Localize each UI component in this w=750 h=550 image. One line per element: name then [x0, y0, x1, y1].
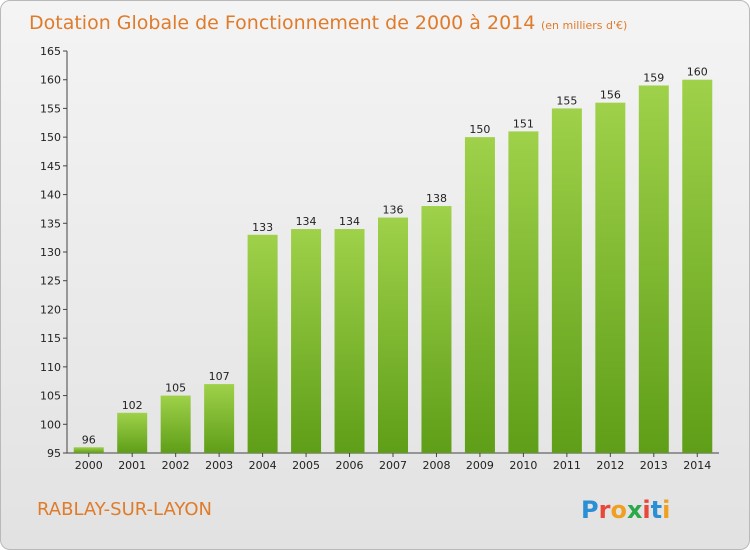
- data-label: 160: [687, 66, 708, 79]
- bar: [73, 447, 104, 453]
- data-label: 138: [426, 192, 447, 205]
- bar: [595, 102, 626, 453]
- data-label: 134: [296, 215, 317, 228]
- bar: [421, 206, 452, 453]
- x-tick-label: 2005: [292, 459, 320, 472]
- data-label: 107: [209, 370, 230, 383]
- chart-title: Dotation Globale de Fonctionnement de 20…: [29, 12, 535, 34]
- bar: [204, 384, 235, 453]
- x-tick-label: 2008: [422, 459, 450, 472]
- data-label: 134: [339, 215, 360, 228]
- y-tick-label: 155: [40, 102, 61, 115]
- x-tick-label: 2003: [205, 459, 233, 472]
- data-label: 155: [556, 94, 577, 107]
- y-tick-label: 110: [40, 361, 61, 374]
- data-label: 151: [513, 117, 534, 130]
- y-tick-label: 135: [40, 217, 61, 230]
- y-tick-label: 105: [40, 390, 61, 403]
- x-tick-label: 2011: [553, 459, 581, 472]
- x-tick-label: 2013: [640, 459, 668, 472]
- y-tick-label: 150: [40, 131, 61, 144]
- x-tick-label: 2000: [75, 459, 103, 472]
- bar: [291, 229, 322, 453]
- x-tick-label: 2007: [379, 459, 407, 472]
- y-tick-label: 160: [40, 74, 61, 87]
- bar: [334, 229, 365, 453]
- data-label: 159: [643, 71, 664, 84]
- commune-name: RABLAY-SUR-LAYON: [37, 499, 212, 520]
- logo-letter: x: [627, 496, 643, 524]
- y-tick-label: 145: [40, 160, 61, 173]
- data-label: 105: [165, 382, 186, 395]
- data-label: 136: [383, 204, 404, 217]
- x-tick-label: 2001: [118, 459, 146, 472]
- y-axis-ticks: 95 100 105 110 115 120 125 130 135 140 145 150 155 16…: [40, 45, 67, 460]
- x-tick-label: 2002: [162, 459, 190, 472]
- data-label: 150: [469, 123, 490, 136]
- bar: [551, 108, 582, 453]
- logo-letter: t: [651, 496, 662, 524]
- data-label: 96: [82, 433, 96, 446]
- chart-subtitle: (en milliers d'€): [541, 19, 627, 32]
- data-label: 133: [252, 221, 273, 234]
- logo-letter: o: [610, 496, 627, 524]
- y-tick-label: 125: [40, 275, 61, 288]
- bar: [247, 234, 278, 453]
- x-axis-ticks: 2000 2001 2002 2003 2004 2005 2006 2007 2008 2009…: [75, 453, 711, 472]
- logo-letter: i: [662, 496, 670, 524]
- x-tick-label: 2010: [509, 459, 537, 472]
- chart-bars: [73, 79, 713, 453]
- y-tick-label: 165: [40, 45, 61, 58]
- bar: [638, 85, 669, 453]
- logo-letter: i: [642, 496, 650, 524]
- chart-data-labels: 96 102 105 107 133 134 134 136 138 150 151 155 156 15…: [82, 66, 708, 447]
- x-tick-label: 2006: [336, 459, 364, 472]
- data-label: 102: [122, 399, 143, 412]
- data-label: 156: [600, 89, 621, 102]
- proxiti-logo: Proxiti: [581, 496, 670, 524]
- y-tick-label: 140: [40, 189, 61, 202]
- y-tick-label: 100: [40, 418, 61, 431]
- logo-letter: r: [599, 496, 611, 524]
- bar: [378, 217, 408, 453]
- y-tick-label: 115: [40, 332, 61, 345]
- x-tick-label: 2004: [249, 459, 277, 472]
- bar: [682, 79, 713, 453]
- x-tick-label: 2012: [596, 459, 624, 472]
- y-tick-label: 120: [40, 303, 61, 316]
- logo-text: Proxiti: [581, 496, 670, 524]
- y-tick-label: 130: [40, 246, 61, 259]
- x-tick-label: 2014: [683, 459, 711, 472]
- bar: [508, 131, 539, 453]
- y-tick-label: 95: [47, 447, 61, 460]
- logo-letter: P: [581, 496, 599, 524]
- bar: [464, 137, 495, 453]
- bar: [117, 412, 148, 453]
- x-tick-label: 2009: [466, 459, 494, 472]
- bar: [160, 395, 191, 453]
